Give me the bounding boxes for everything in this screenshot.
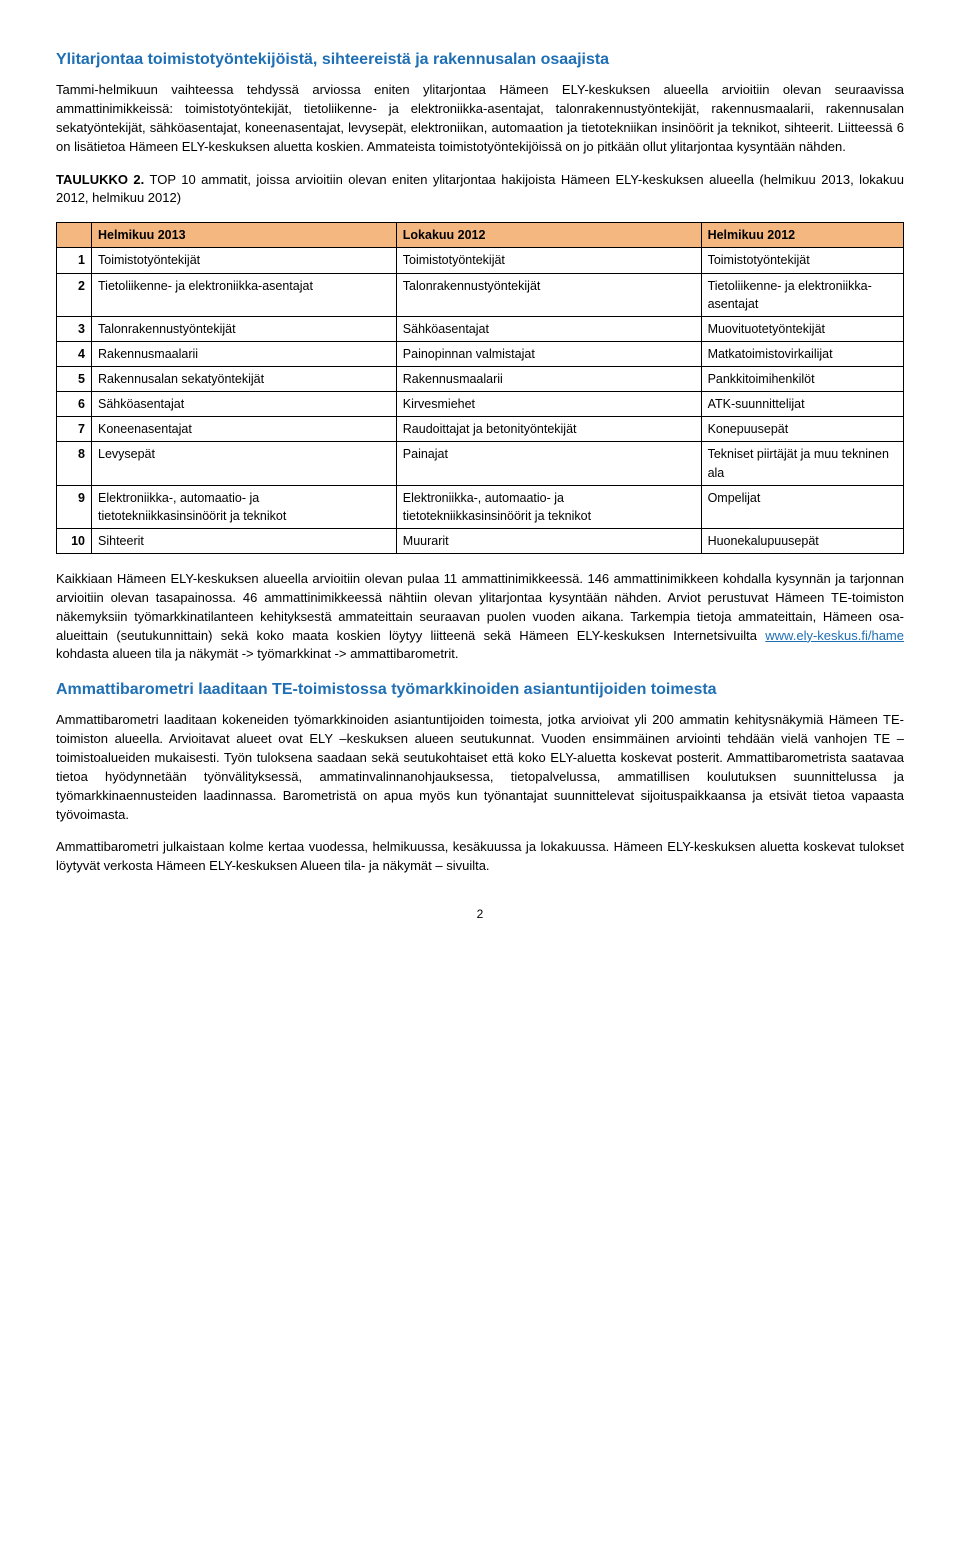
table-caption: TAULUKKO 2. TOP 10 ammatit, joissa arvio… (56, 171, 904, 209)
cell-col1: Rakennusmaalarii (92, 341, 397, 366)
table-row: 7KoneenasentajatRaudoittajat ja betonity… (57, 417, 904, 442)
row-number: 10 (57, 528, 92, 553)
row-number: 5 (57, 367, 92, 392)
paragraph-4: Ammattibarometri julkaistaan kolme kerta… (56, 838, 904, 876)
cell-col2: Kirvesmiehet (396, 392, 701, 417)
paragraph-2b: kohdasta alueen tila ja näkymät -> työma… (56, 646, 458, 661)
cell-col2: Elektroniikka-, automaatio- ja tietotekn… (396, 485, 701, 528)
cell-col2: Talonrakennustyöntekijät (396, 273, 701, 316)
row-number: 3 (57, 316, 92, 341)
th-col1: Helmikuu 2013 (92, 223, 397, 248)
th-col2: Lokakuu 2012 (396, 223, 701, 248)
cell-col3: Ompelijat (701, 485, 903, 528)
row-number: 6 (57, 392, 92, 417)
th-blank (57, 223, 92, 248)
table-row: 3TalonrakennustyöntekijätSähköasentajatM… (57, 316, 904, 341)
cell-col2: Sähköasentajat (396, 316, 701, 341)
row-number: 1 (57, 248, 92, 273)
cell-col3: Konepuusepät (701, 417, 903, 442)
cell-col1: Koneenasentajat (92, 417, 397, 442)
table-row: 2Tietoliikenne- ja elektroniikka-asentaj… (57, 273, 904, 316)
cell-col1: Sihteerit (92, 528, 397, 553)
section-heading-2: Ammattibarometri laaditaan TE-toimistoss… (56, 678, 904, 701)
row-number: 9 (57, 485, 92, 528)
cell-col1: Rakennusalan sekatyöntekijät (92, 367, 397, 392)
cell-col3: Matkatoimistovirkailijat (701, 341, 903, 366)
cell-col2: Toimistotyöntekijät (396, 248, 701, 273)
paragraph-3: Ammattibarometri laaditaan kokeneiden ty… (56, 711, 904, 824)
row-number: 2 (57, 273, 92, 316)
paragraph-2: Kaikkiaan Hämeen ELY-keskuksen alueella … (56, 570, 904, 664)
cell-col1: Elektroniikka-, automaatio- ja tietotekn… (92, 485, 397, 528)
page-number: 2 (56, 906, 904, 923)
ely-link[interactable]: www.ely-keskus.fi/hame (765, 628, 904, 643)
th-col3: Helmikuu 2012 (701, 223, 903, 248)
table-row: 5Rakennusalan sekatyöntekijätRakennusmaa… (57, 367, 904, 392)
table-caption-text: TOP 10 ammatit, joissa arvioitiin olevan… (56, 172, 904, 206)
section-heading-1: Ylitarjontaa toimistotyöntekijöistä, sih… (56, 48, 904, 71)
cell-col3: Tietoliikenne- ja elektroniikka-asentaja… (701, 273, 903, 316)
cell-col1: Levysepät (92, 442, 397, 485)
cell-col3: Toimistotyöntekijät (701, 248, 903, 273)
cell-col1: Tietoliikenne- ja elektroniikka-asentaja… (92, 273, 397, 316)
row-number: 8 (57, 442, 92, 485)
row-number: 7 (57, 417, 92, 442)
top10-table: Helmikuu 2013 Lokakuu 2012 Helmikuu 2012… (56, 222, 904, 554)
cell-col2: Painopinnan valmistajat (396, 341, 701, 366)
cell-col3: Pankkitoimihenkilöt (701, 367, 903, 392)
cell-col3: Tekniset piirtäjät ja muu tekninen ala (701, 442, 903, 485)
table-row: 6SähköasentajatKirvesmiehetATK-suunnitte… (57, 392, 904, 417)
table-row: 9Elektroniikka-, automaatio- ja tietotek… (57, 485, 904, 528)
cell-col3: ATK-suunnittelijat (701, 392, 903, 417)
paragraph-1: Tammi-helmikuun vaihteessa tehdyssä arvi… (56, 81, 904, 156)
cell-col1: Toimistotyöntekijät (92, 248, 397, 273)
table-row: 1ToimistotyöntekijätToimistotyöntekijätT… (57, 248, 904, 273)
cell-col1: Talonrakennustyöntekijät (92, 316, 397, 341)
table-row: 10SihteeritMuuraritHuonekalupuusepät (57, 528, 904, 553)
cell-col3: Muovituotetyöntekijät (701, 316, 903, 341)
row-number: 4 (57, 341, 92, 366)
table-row: 8LevysepätPainajatTekniset piirtäjät ja … (57, 442, 904, 485)
table-row: 4RakennusmaalariiPainopinnan valmistajat… (57, 341, 904, 366)
cell-col2: Rakennusmaalarii (396, 367, 701, 392)
cell-col1: Sähköasentajat (92, 392, 397, 417)
table-header-row: Helmikuu 2013 Lokakuu 2012 Helmikuu 2012 (57, 223, 904, 248)
cell-col2: Raudoittajat ja betonityöntekijät (396, 417, 701, 442)
cell-col3: Huonekalupuusepät (701, 528, 903, 553)
cell-col2: Muurarit (396, 528, 701, 553)
table-caption-label: TAULUKKO 2. (56, 172, 144, 187)
cell-col2: Painajat (396, 442, 701, 485)
